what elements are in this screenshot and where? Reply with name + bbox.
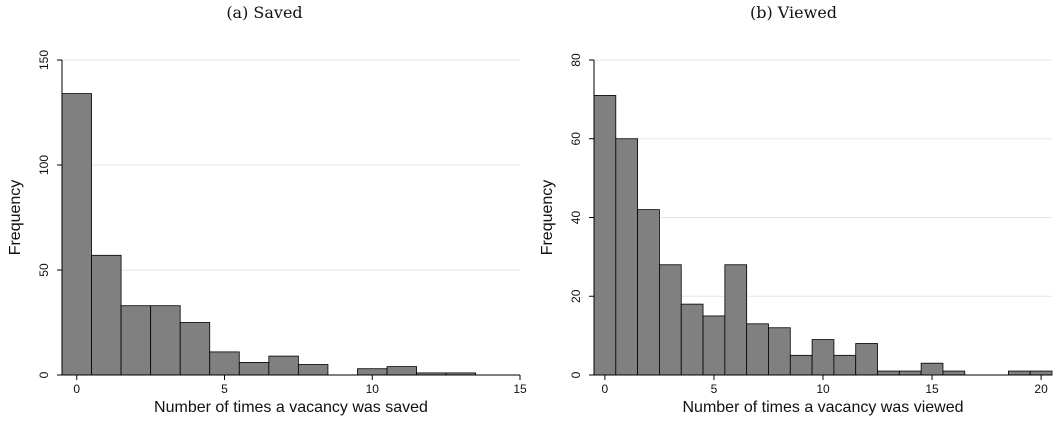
x-tick-label-viewed-15: 15 bbox=[925, 382, 939, 396]
x-tick-label-viewed-0: 0 bbox=[602, 382, 609, 396]
bar-viewed-2 bbox=[637, 209, 660, 376]
y-tick-label-viewed-40: 40 bbox=[569, 211, 583, 225]
bar-saved-0 bbox=[61, 93, 92, 376]
histogram-saved: 0 50 100 150 0 5 10 15 Number of times a vacancy… bbox=[7, 50, 527, 416]
y-tick-label-saved-100: 100 bbox=[37, 155, 51, 175]
y-tick-label-viewed-60: 60 bbox=[569, 132, 583, 146]
x-tick-label-viewed-10: 10 bbox=[816, 382, 830, 396]
bar-viewed-8 bbox=[768, 327, 791, 376]
x-tick-label-viewed-20: 20 bbox=[1034, 382, 1048, 396]
y-axis-label-saved: Frequency bbox=[7, 180, 24, 256]
y-tick-label-viewed-80: 80 bbox=[569, 53, 583, 67]
bar-saved-2 bbox=[120, 305, 152, 376]
bar-saved-4 bbox=[179, 322, 211, 376]
bar-viewed-5 bbox=[702, 315, 726, 376]
bar-saved-5 bbox=[209, 351, 240, 376]
y-tick-label-saved-150: 150 bbox=[37, 50, 51, 70]
bar-saved-1 bbox=[91, 254, 122, 376]
chart-title-viewed: (b) Viewed bbox=[749, 3, 838, 22]
bar-viewed-10 bbox=[811, 339, 835, 376]
x-tick-label-saved-0: 0 bbox=[73, 382, 80, 396]
y-tick-label-saved-0: 0 bbox=[37, 371, 51, 378]
y-axis-label-viewed: Frequency bbox=[539, 180, 556, 256]
bar-viewed-7 bbox=[746, 323, 769, 376]
bar-viewed-12 bbox=[855, 343, 878, 376]
x-axis-label-saved: Number of times a vacancy was saved bbox=[154, 399, 428, 416]
bar-viewed-6 bbox=[724, 264, 748, 376]
bar-saved-10 bbox=[357, 368, 388, 376]
y-tick-label-viewed-0: 0 bbox=[569, 371, 583, 378]
x-tick-label-viewed-5: 5 bbox=[711, 382, 718, 396]
bar-saved-11 bbox=[386, 366, 417, 376]
histogram-viewed: 0 20 40 60 80 0 5 10 15 20 Number of times a vacan… bbox=[539, 53, 1053, 416]
chart-panel-saved: (a) Saved 0 50 100 150 0 5 10 15 Number of times… bbox=[7, 3, 527, 416]
bar-viewed-14 bbox=[898, 370, 922, 376]
bar-viewed-9 bbox=[789, 354, 813, 376]
x-axis-label-viewed: Number of times a vacancy was viewed bbox=[683, 399, 964, 416]
bar-viewed-16 bbox=[942, 370, 966, 376]
y-tick-label-saved-50: 50 bbox=[37, 263, 51, 277]
bar-viewed-0 bbox=[593, 95, 617, 376]
x-tick-label-saved-5: 5 bbox=[221, 382, 228, 396]
bar-saved-6 bbox=[238, 361, 270, 376]
bar-viewed-19 bbox=[1007, 370, 1031, 376]
x-tick-label-saved-10: 10 bbox=[366, 382, 380, 396]
bar-saved-8 bbox=[297, 364, 329, 376]
chart-panel-viewed: (b) Viewed 0 20 40 60 80 0 5 10 15 20 Number of ti… bbox=[529, 0, 1058, 421]
bar-saved-7 bbox=[268, 355, 299, 376]
bar-viewed-15 bbox=[920, 362, 944, 376]
bar-viewed-1 bbox=[615, 138, 639, 376]
bar-saved-3 bbox=[150, 305, 181, 376]
bar-viewed-4 bbox=[680, 303, 704, 376]
bar-viewed-13 bbox=[877, 370, 900, 376]
chart-title-saved: (a) Saved bbox=[226, 3, 303, 22]
bar-viewed-20 bbox=[1029, 370, 1053, 376]
bar-viewed-3 bbox=[659, 264, 682, 376]
bar-viewed-11 bbox=[833, 354, 857, 376]
y-tick-label-viewed-20: 20 bbox=[569, 289, 583, 303]
x-tick-label-saved-15: 15 bbox=[513, 382, 527, 396]
